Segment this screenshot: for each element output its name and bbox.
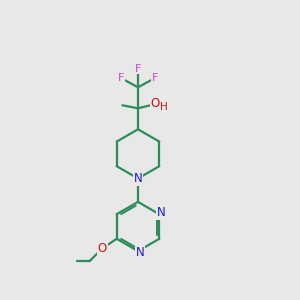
Text: N: N bbox=[134, 172, 142, 185]
Text: F: F bbox=[135, 64, 141, 74]
Text: N: N bbox=[157, 206, 166, 220]
Text: O: O bbox=[98, 242, 107, 255]
Text: O: O bbox=[151, 97, 160, 110]
Text: F: F bbox=[152, 73, 159, 83]
Text: H: H bbox=[160, 102, 168, 112]
Text: F: F bbox=[117, 73, 124, 83]
Text: N: N bbox=[135, 246, 144, 259]
